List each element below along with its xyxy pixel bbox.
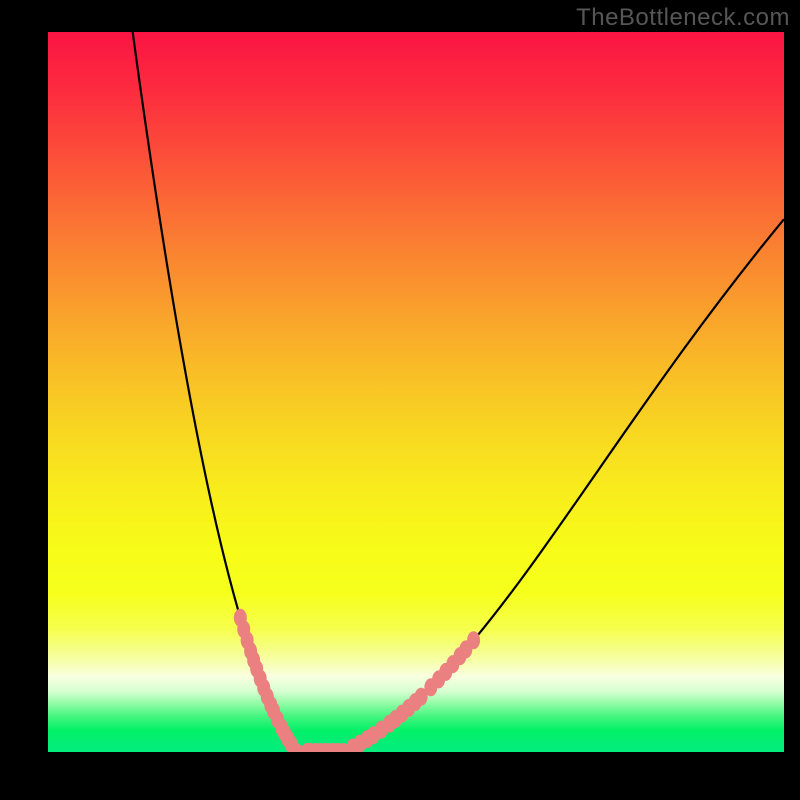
marker bbox=[467, 631, 480, 649]
gradient-bg bbox=[48, 32, 784, 752]
chart-svg bbox=[48, 32, 784, 752]
plot-area bbox=[48, 32, 784, 752]
watermark: TheBottleneck.com bbox=[576, 4, 790, 32]
